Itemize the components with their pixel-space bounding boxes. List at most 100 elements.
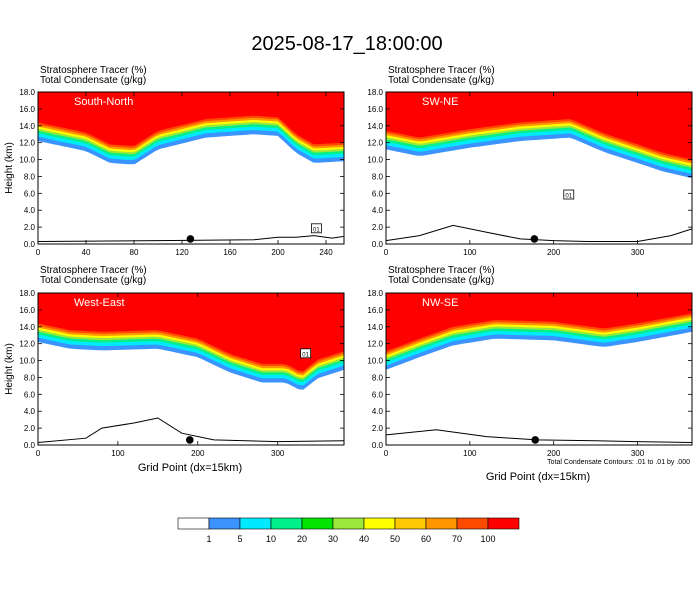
colorbar-swatch [487,517,520,530]
panel-south-north: 01 South-North 0.0 2.0 4.0 6.0 8.0 10.0 12.0 14.0… [4,88,345,257]
y-tick-label: 12.0 [367,139,383,148]
field-line2: Total Condensate (g/kg) [40,75,146,86]
y-tick-label: 8.0 [372,172,384,181]
station-marker [530,235,539,243]
y-tick-label: 0.0 [24,240,36,249]
x-axis-label: Grid Point (dx=15km) [486,471,590,483]
terrain-line [38,235,344,242]
x-tick-label: 300 [631,248,645,257]
panel-header-nwse: Stratosphere Tracer (%) Total Condensate… [388,265,495,286]
station-marker [531,436,540,444]
x-tick-label: 80 [130,248,139,257]
y-tick-label: 4.0 [372,206,384,215]
colorbar-swatch [332,517,365,530]
y-tick-label: 16.0 [367,105,383,114]
y-tick-label: 6.0 [24,390,36,399]
y-tick-label: 16.0 [19,105,35,114]
y-tick-label: 14.0 [19,323,35,332]
y-axis-label: Height (km) [4,343,15,395]
tracer-band [386,92,692,160]
panel-label: SW-NE [422,96,458,108]
x-tick-label: 200 [547,248,561,257]
y-tick-label: 0.0 [372,240,384,249]
field-line1: Stratosphere Tracer (%) [388,65,495,76]
y-tick-label: 2.0 [24,223,36,232]
panel-label: South-North [74,96,133,108]
field-line1: Stratosphere Tracer (%) [40,65,147,76]
y-tick-label: 14.0 [367,323,383,332]
plot-frame [385,91,693,245]
y-tick-label: 14.0 [367,122,383,131]
x-tick-label: 100 [463,248,477,257]
contour-label: 01 [313,227,320,233]
y-tick-label: 4.0 [372,407,384,416]
y-tick-label: 16.0 [367,306,383,315]
x-tick-label: 160 [223,248,237,257]
x-tick-label: 100 [111,449,125,458]
panel-header-swne: Stratosphere Tracer (%) Total Condensate… [388,65,495,86]
tracer-band [386,293,692,352]
y-tick-label: 14.0 [19,122,35,131]
colorbar: 1 5 10 20 30 40 50 60 70 100 [177,517,520,544]
colorbar-label: 40 [359,534,369,544]
colorbar-label: 30 [328,534,338,544]
x-tick-label: 0 [36,248,41,257]
y-tick-label: 10.0 [367,357,383,366]
colorbar-label: 1 [206,534,211,544]
y-tick-label: 10.0 [19,156,35,165]
tracer-band [38,92,344,146]
field-line1: Stratosphere Tracer (%) [388,265,495,276]
y-tick-label: 6.0 [372,390,384,399]
colorbar-label: 70 [452,534,462,544]
station-marker [186,436,194,444]
y-tick-label: 6.0 [24,189,36,198]
field-line2: Total Condensate (g/kg) [388,275,494,286]
colorbar-label: 20 [297,534,307,544]
field-line1: Stratosphere Tracer (%) [40,265,147,276]
x-tick-label: 100 [463,449,477,458]
colorbar-label: 50 [390,534,400,544]
contour-label: 01 [302,352,309,358]
y-tick-label: 16.0 [19,306,35,315]
colorbar-swatch [177,517,210,530]
y-axis-label: Height (km) [4,142,15,194]
x-tick-label: 0 [384,449,389,458]
colorbar-label: 60 [421,534,431,544]
panel-west-east: 01 West-East 0.0 2.0 4.0 6.0 8.0 10.0 12.0 14.0 16… [4,289,345,458]
terrain-line [38,417,344,443]
x-tick-label: 200 [547,449,561,458]
contour-label-box [310,223,322,234]
y-tick-label: 18.0 [367,88,383,97]
x-tick-label: 200 [191,449,205,458]
y-tick-label: 8.0 [24,172,36,181]
panel-header-sn: Stratosphere Tracer (%) Total Condensate… [40,65,147,86]
plot-frame [385,292,693,446]
y-tick-label: 18.0 [19,88,35,97]
tracer-band [38,293,344,372]
plot-frame [37,91,345,245]
field-line2: Total Condensate (g/kg) [388,75,494,86]
y-tick-label: 10.0 [367,156,383,165]
y-tick-label: 0.0 [372,441,384,450]
panel-label: West-East [74,297,125,309]
y-tick-label: 4.0 [24,407,36,416]
colorbar-swatch [239,517,272,530]
x-tick-label: 300 [271,449,285,458]
x-tick-label: 240 [319,248,333,257]
colorbar-swatch [301,517,334,530]
colorbar-swatch [270,517,303,530]
panel-sw-ne: 01 SW-NE 0.0 2.0 4.0 6.0 8.0 10.0 12.0 14.0 16.0 18… [367,88,693,257]
colorbar-swatch [425,517,458,530]
panel-nw-se: NW-SE 0.0 2.0 4.0 6.0 8.0 10.0 12.0 14.0 16.0 18.0… [367,289,693,458]
panel-header-we: Stratosphere Tracer (%) Total Condensate… [40,265,147,286]
colorbar-swatch [394,517,427,530]
colorbar-swatch [456,517,489,530]
y-tick-label: 2.0 [372,223,384,232]
y-tick-label: 10.0 [19,357,35,366]
y-tick-label: 12.0 [367,340,383,349]
colorbar-swatch [208,517,241,530]
x-axis-label: Grid Point (dx=15km) [138,462,242,474]
y-tick-label: 8.0 [372,373,384,382]
plot-frame [37,292,345,446]
colorbar-label: 100 [480,534,495,544]
